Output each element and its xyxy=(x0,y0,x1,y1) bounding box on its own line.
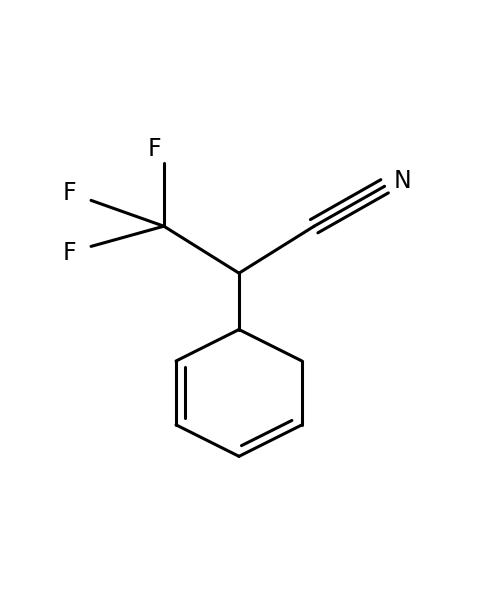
Text: F: F xyxy=(148,137,161,161)
Text: F: F xyxy=(63,242,77,266)
Text: F: F xyxy=(63,181,77,205)
Text: N: N xyxy=(393,169,411,193)
